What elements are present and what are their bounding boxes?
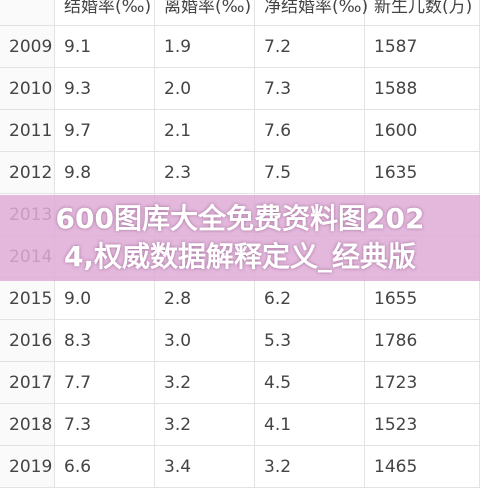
table-cell: 6.6 xyxy=(55,446,155,488)
table-cell: 2011 xyxy=(0,110,55,152)
banner-line: 600图库大全免费资料图202 xyxy=(55,202,425,235)
table-cell: 7.6 xyxy=(255,110,365,152)
table-cell: 5.3 xyxy=(255,320,365,362)
table-cell: 7.3 xyxy=(255,68,365,110)
table-cell: 3.2 xyxy=(155,404,255,446)
table-cell: 1655 xyxy=(365,278,480,320)
table-cell: 4.5 xyxy=(255,362,365,404)
table-cell: 2009 xyxy=(0,26,55,68)
table-cell: 6.2 xyxy=(255,278,365,320)
table-cell: 4.1 xyxy=(255,404,365,446)
table-cell: 1786 xyxy=(365,320,480,362)
table-cell: 9.3 xyxy=(55,68,155,110)
table-cell: 2.3 xyxy=(155,152,255,194)
table-cell: 1723 xyxy=(365,362,480,404)
table-cell: 2015 xyxy=(0,278,55,320)
banner-line: 4,权威数据解释定义_经典版 xyxy=(63,240,417,273)
table-cell: 7.3 xyxy=(55,404,155,446)
table-cell: 7.2 xyxy=(255,26,365,68)
table-cell: 3.2 xyxy=(155,362,255,404)
table-cell: 2016 xyxy=(0,320,55,362)
watermark-banner: 600图库大全免费资料图202 4,权威数据解释定义_经典版 xyxy=(0,195,480,281)
header-cell: 结婚率(‰) xyxy=(55,0,155,26)
table-cell: 7.5 xyxy=(255,152,365,194)
table-cell: 9.1 xyxy=(55,26,155,68)
table-cell: 1587 xyxy=(365,26,480,68)
table-cell: 8.3 xyxy=(55,320,155,362)
table-cell: 1523 xyxy=(365,404,480,446)
table-cell: 2.0 xyxy=(155,68,255,110)
header-cell: 净结婚率(‰) xyxy=(255,0,368,26)
table-cell: 1465 xyxy=(365,446,480,488)
table-cell: 2018 xyxy=(0,404,55,446)
table-cell: 2.8 xyxy=(155,278,255,320)
table-cell: 2019 xyxy=(0,446,55,488)
table-cell: 2010 xyxy=(0,68,55,110)
table-cell: 2017 xyxy=(0,362,55,404)
table-cell: 7.7 xyxy=(55,362,155,404)
header-cell: 离婚率(‰) xyxy=(155,0,255,26)
table-cell: 9.0 xyxy=(55,278,155,320)
table-cell: 9.8 xyxy=(55,152,155,194)
header-cell: 新生儿数(万) xyxy=(365,0,480,26)
table-cell: 1635 xyxy=(365,152,480,194)
table-cell: 3.4 xyxy=(155,446,255,488)
table-cell: 9.7 xyxy=(55,110,155,152)
table-cell: 3.0 xyxy=(155,320,255,362)
table-cell: 2012 xyxy=(0,152,55,194)
table-cell: 1588 xyxy=(365,68,480,110)
table-cell: 1600 xyxy=(365,110,480,152)
header-cell xyxy=(0,0,55,26)
table-cell: 2.1 xyxy=(155,110,255,152)
table-cell: 3.2 xyxy=(255,446,365,488)
table-cell: 1.9 xyxy=(155,26,255,68)
